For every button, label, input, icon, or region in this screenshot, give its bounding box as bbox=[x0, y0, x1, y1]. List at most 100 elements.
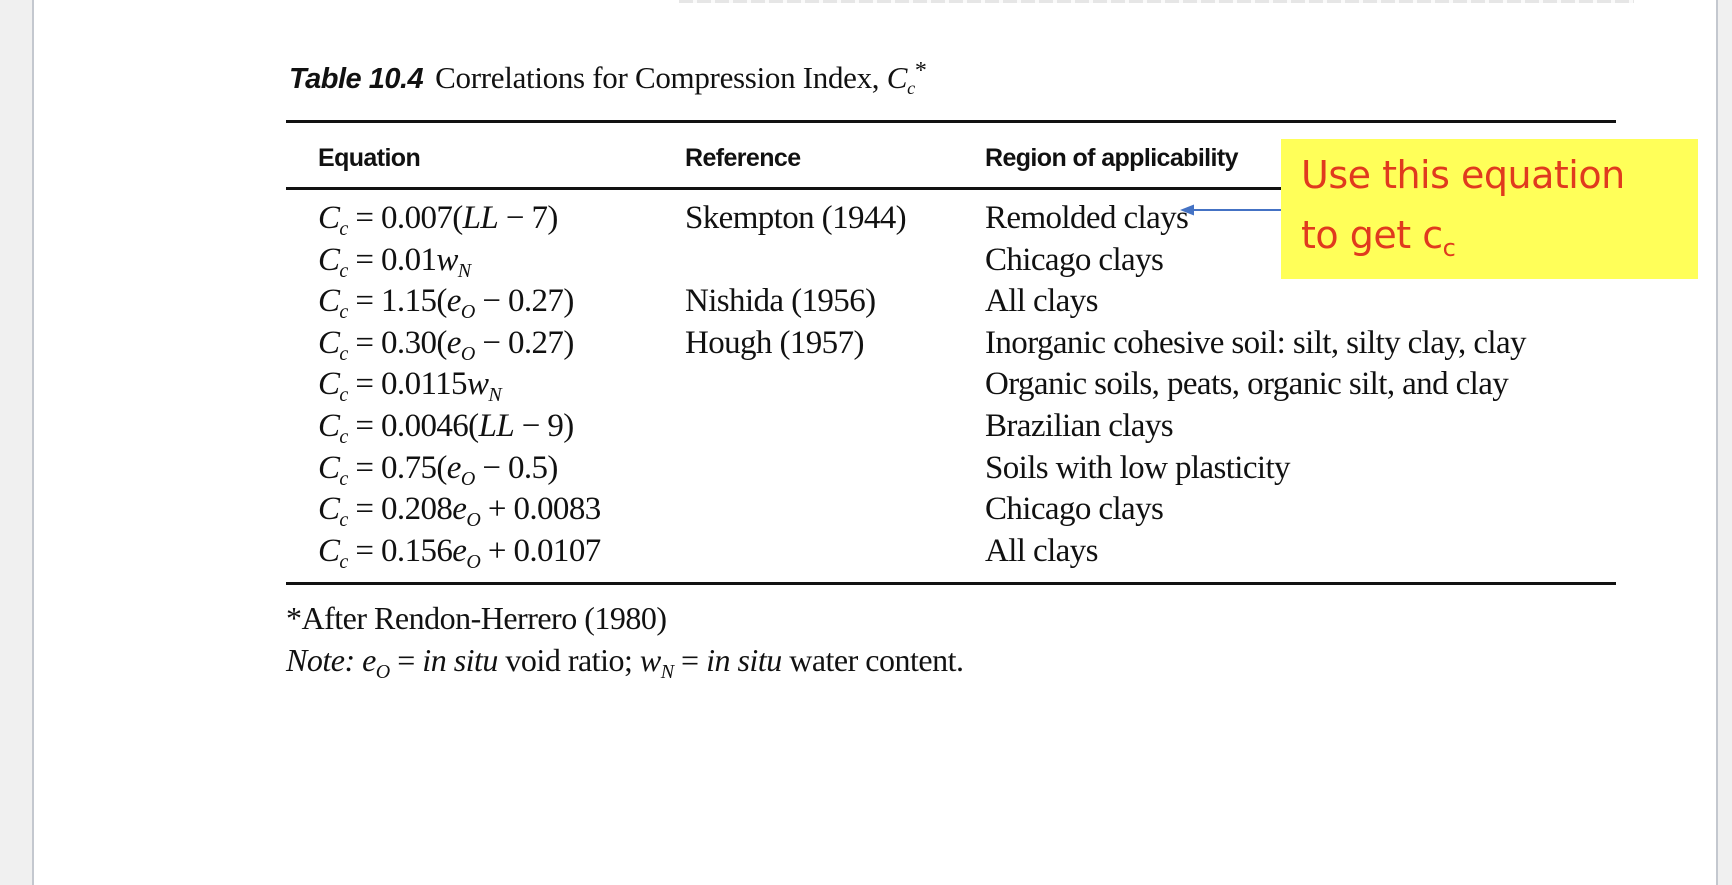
table-row: Cc = 0.007(LL − 7) Skempton (1944) Remol… bbox=[34, 198, 1720, 240]
reference-cell: Hough (1957) bbox=[685, 324, 864, 361]
eq-part-a: = 0.007( bbox=[347, 200, 463, 236]
eq-part-a: = 1.15( bbox=[347, 283, 447, 320]
title-symbol: C bbox=[886, 60, 908, 95]
eq-lhs-subscript: c bbox=[339, 509, 348, 532]
annotation-callout: Use this equation to get cc bbox=[1281, 139, 1698, 279]
equation-cell: Cc = 0.156eO + 0.0107 bbox=[318, 531, 601, 573]
note-in-situ-2: in situ bbox=[706, 642, 782, 678]
eq-tail-var: e bbox=[446, 449, 462, 486]
footnote-note: Note: eO = in situ void ratio; wN = in s… bbox=[286, 640, 964, 683]
eq-lhs-subscript: c bbox=[339, 259, 348, 282]
eq-part-a: = 0.0115 bbox=[347, 366, 467, 403]
eq-lhs-subscript: c bbox=[339, 425, 348, 448]
equation-cell: Cc = 1.15(eO − 0.27) bbox=[318, 281, 574, 323]
eq-part-a: = 0.0046( bbox=[347, 407, 479, 444]
region-cell: Organic soils, peats, organic silt, and … bbox=[985, 366, 1509, 403]
equation-cell: Cc = 0.0115wN bbox=[318, 364, 502, 407]
note-equals-2: = bbox=[673, 642, 707, 678]
table-row: Cc = 0.156eO + 0.0107 All clays bbox=[34, 531, 1720, 573]
note-text-2: water content. bbox=[781, 642, 964, 678]
table-row: Cc = 0.208eO + 0.0083 Chicago clays bbox=[34, 489, 1720, 531]
callout-line-2: to get cc bbox=[1301, 205, 1698, 265]
eq-lhs-subscript: c bbox=[339, 467, 348, 490]
header-equation: Equation bbox=[318, 144, 421, 172]
note-e-subscript: O bbox=[375, 661, 390, 683]
region-cell: Brazilian clays bbox=[985, 407, 1174, 444]
callout-line-2-subscript: c bbox=[1442, 234, 1456, 262]
eq-tail-subscript: O bbox=[466, 550, 481, 573]
equation-cell: Cc = 0.30(eO − 0.27) bbox=[318, 323, 574, 365]
note-w-subscript: N bbox=[660, 661, 674, 683]
table-body: Cc = 0.007(LL − 7) Skempton (1944) Remol… bbox=[34, 198, 1720, 572]
eq-lhs: C bbox=[318, 200, 340, 236]
eq-tail-var: w bbox=[466, 366, 489, 403]
eq-tail-subscript: N bbox=[488, 384, 502, 407]
table-top-rule bbox=[286, 120, 1616, 123]
eq-lhs-subscript: c bbox=[339, 550, 348, 573]
title-text: Correlations for Compression Index, bbox=[435, 60, 887, 95]
header-reference: Reference bbox=[685, 144, 801, 172]
eq-tail-var: e bbox=[452, 491, 467, 528]
eq-tail-rest: − 0.5) bbox=[474, 449, 558, 486]
region-cell: All clays bbox=[985, 532, 1098, 569]
table-header-rule bbox=[286, 187, 1316, 190]
callout-arrow-icon bbox=[1180, 204, 1281, 216]
note-in-situ-1: in situ bbox=[422, 642, 498, 678]
eq-lhs-subscript: c bbox=[339, 218, 348, 240]
eq-tail-var: e bbox=[446, 283, 462, 320]
eq-tail-subscript: O bbox=[466, 509, 481, 532]
footnote-source: *After Rendon-Herrero (1980) bbox=[286, 600, 667, 636]
eq-lhs: C bbox=[318, 366, 340, 403]
eq-lhs: C bbox=[318, 491, 340, 528]
eq-lhs: C bbox=[318, 283, 340, 320]
table-title: Table 10.4 Correlations for Compression I… bbox=[289, 58, 927, 97]
eq-tail-rest: + 0.0083 bbox=[480, 491, 601, 528]
region-cell: All clays bbox=[985, 283, 1098, 320]
equation-cell: Cc = 0.007(LL − 7) bbox=[318, 198, 558, 240]
eq-tail-rest: − 0.27) bbox=[474, 324, 574, 361]
document-page: Table 10.4 Correlations for Compression I… bbox=[32, 0, 1718, 885]
eq-lhs-subscript: c bbox=[339, 342, 348, 365]
equation-cell: Cc = 0.75(eO − 0.5) bbox=[318, 448, 558, 490]
eq-tail-subscript: O bbox=[460, 467, 475, 490]
table-row: Cc = 0.75(eO − 0.5) Soils with low plast… bbox=[34, 448, 1720, 490]
eq-tail-var: w bbox=[436, 241, 458, 278]
eq-tail-var: e bbox=[446, 324, 462, 361]
region-cell: Chicago clays bbox=[985, 241, 1164, 278]
table-row: Cc = 1.15(eO − 0.27) Nishida (1956) All … bbox=[34, 281, 1720, 323]
eq-var-ll: LL bbox=[478, 407, 515, 444]
equation-cell: Cc = 0.0046(LL − 9) bbox=[318, 406, 574, 448]
eq-tail-subscript: O bbox=[460, 301, 475, 324]
table-bottom-rule bbox=[286, 582, 1616, 585]
eq-lhs: C bbox=[318, 324, 340, 361]
note-text-1: void ratio; bbox=[497, 642, 640, 678]
reference-cell: Skempton (1944) bbox=[685, 200, 907, 236]
eq-var-ll: LL bbox=[462, 200, 499, 236]
callout-line-1: Use this equation bbox=[1301, 153, 1625, 197]
callout-line-2-text: to get c bbox=[1301, 213, 1443, 257]
eq-part-a: = 0.208 bbox=[347, 491, 453, 528]
eq-part-a: = 0.156 bbox=[347, 532, 453, 569]
eq-tail-rest: − 0.27) bbox=[474, 283, 574, 320]
eq-lhs-subscript: c bbox=[339, 384, 348, 407]
region-cell: Chicago clays bbox=[985, 491, 1164, 528]
title-footnote-mark: * bbox=[914, 58, 927, 84]
reference-cell: Nishida (1956) bbox=[685, 283, 876, 320]
region-cell: Soils with low plasticity bbox=[985, 449, 1291, 486]
eq-part-a: = 0.01 bbox=[347, 241, 437, 278]
region-cell: Inorganic cohesive soil: silt, silty cla… bbox=[985, 324, 1527, 361]
note-label: Note: bbox=[286, 642, 355, 678]
note-w-symbol: w bbox=[639, 642, 661, 678]
note-e-symbol: e bbox=[362, 642, 376, 678]
eq-lhs: C bbox=[318, 407, 340, 444]
cropped-text-line bbox=[679, 0, 1634, 3]
eq-part-b: − 9) bbox=[514, 407, 575, 444]
table-row: Cc = 0.30(eO − 0.27) Hough (1957) Inorga… bbox=[34, 323, 1720, 365]
eq-lhs: C bbox=[318, 449, 340, 486]
eq-part-a: = 0.75( bbox=[347, 449, 447, 486]
eq-lhs: C bbox=[318, 532, 340, 569]
eq-tail-var: e bbox=[452, 532, 467, 569]
table-row: Cc = 0.0115wN Organic soils, peats, orga… bbox=[34, 364, 1720, 406]
note-equals-1: = bbox=[389, 642, 423, 678]
table-row: Cc = 0.0046(LL − 9) Brazilian clays bbox=[34, 406, 1720, 448]
